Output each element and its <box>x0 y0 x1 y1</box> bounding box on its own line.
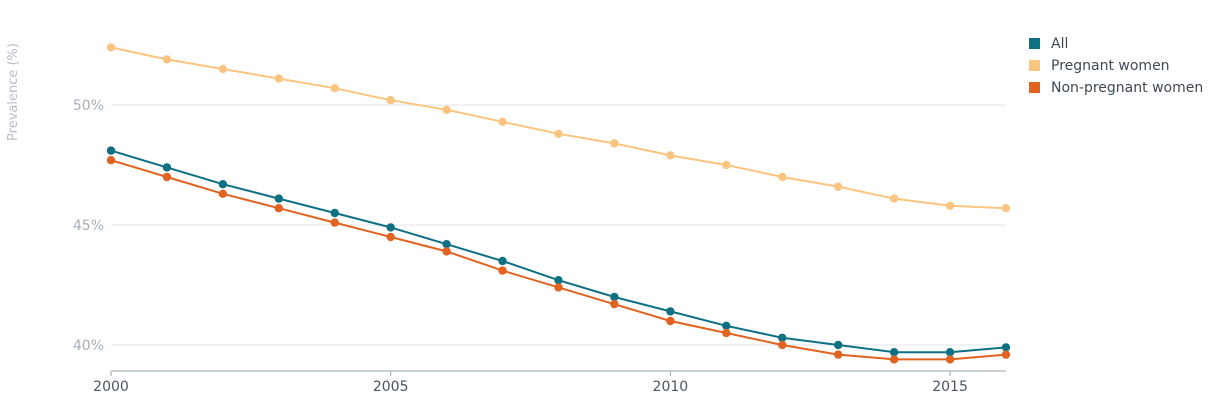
data-point[interactable] <box>610 292 619 302</box>
series-all <box>106 146 1011 357</box>
series-pregnant-women <box>106 43 1011 213</box>
data-point[interactable] <box>778 172 787 182</box>
data-point[interactable] <box>722 328 731 338</box>
legend-item[interactable]: Non-pregnant women <box>1029 80 1203 96</box>
x-tick-label: 2015 <box>932 379 968 395</box>
y-axis-ticks: 40% 45% 50% <box>73 98 104 354</box>
y-tick-label: 40% <box>73 338 104 354</box>
legend-swatch <box>1029 60 1040 71</box>
gridlines <box>111 104 1006 346</box>
data-point[interactable] <box>889 355 899 364</box>
data-point[interactable] <box>945 348 955 357</box>
data-point[interactable] <box>442 240 451 249</box>
data-point[interactable] <box>666 151 675 160</box>
series-line-all <box>110 149 1007 354</box>
data-point[interactable] <box>945 201 955 210</box>
x-axis: 2000 2005 2010 2015 <box>93 370 1006 395</box>
data-point[interactable] <box>274 74 284 83</box>
data-point[interactable] <box>722 160 731 170</box>
legend-swatch <box>1029 38 1040 49</box>
data-point[interactable] <box>610 139 619 148</box>
data-point[interactable] <box>554 276 563 285</box>
data-point[interactable] <box>162 172 172 182</box>
data-point[interactable] <box>498 256 507 266</box>
data-point[interactable] <box>274 194 284 203</box>
y-tick-label: 50% <box>73 98 104 114</box>
data-point[interactable] <box>833 340 843 350</box>
data-point[interactable] <box>162 163 172 172</box>
data-point[interactable] <box>1001 343 1011 352</box>
data-point[interactable] <box>330 208 339 218</box>
data-point[interactable] <box>274 204 284 213</box>
x-tick-label: 2010 <box>653 379 689 395</box>
legend-item[interactable]: All <box>1029 36 1068 52</box>
series-line-pregnant-women <box>110 46 1007 210</box>
data-point[interactable] <box>610 300 619 309</box>
legend-item[interactable]: Pregnant women <box>1029 58 1170 74</box>
data-point[interactable] <box>889 348 899 357</box>
series-group <box>106 43 1011 364</box>
data-point[interactable] <box>442 247 451 256</box>
data-point[interactable] <box>442 105 451 115</box>
legend-label: All <box>1051 36 1068 52</box>
data-point[interactable] <box>498 117 507 127</box>
data-point[interactable] <box>666 316 675 326</box>
data-point[interactable] <box>106 156 116 165</box>
data-point[interactable] <box>889 194 899 203</box>
data-point[interactable] <box>386 96 395 105</box>
legend-swatch <box>1029 82 1040 93</box>
x-tick-label: 2005 <box>373 379 409 395</box>
legend-label: Pregnant women <box>1051 58 1170 74</box>
data-point[interactable] <box>218 189 228 198</box>
series-non-pregnant-women <box>106 156 1011 364</box>
data-point[interactable] <box>218 180 228 189</box>
data-point[interactable] <box>498 266 507 275</box>
data-point[interactable] <box>554 129 563 138</box>
data-point[interactable] <box>1001 350 1011 359</box>
legend: All Pregnant women Non-pregnant women <box>1029 36 1203 96</box>
data-point[interactable] <box>778 333 787 342</box>
data-point[interactable] <box>554 283 563 292</box>
data-point[interactable] <box>945 355 955 364</box>
data-point[interactable] <box>833 182 843 191</box>
data-point[interactable] <box>106 146 116 155</box>
data-point[interactable] <box>386 223 395 232</box>
data-point[interactable] <box>722 321 731 330</box>
data-point[interactable] <box>386 232 395 242</box>
data-point[interactable] <box>218 64 228 74</box>
data-point[interactable] <box>106 43 116 52</box>
data-point[interactable] <box>666 307 675 316</box>
legend-label: Non-pregnant women <box>1051 80 1203 96</box>
data-point[interactable] <box>330 218 339 227</box>
x-tick-label: 2000 <box>93 379 129 395</box>
data-point[interactable] <box>778 340 787 350</box>
data-point[interactable] <box>330 84 339 93</box>
data-point[interactable] <box>162 55 172 64</box>
y-tick-label: 45% <box>73 218 104 234</box>
data-point[interactable] <box>1001 204 1011 213</box>
y-axis-label: Prevalence (%) <box>6 43 21 141</box>
data-point[interactable] <box>833 350 843 359</box>
